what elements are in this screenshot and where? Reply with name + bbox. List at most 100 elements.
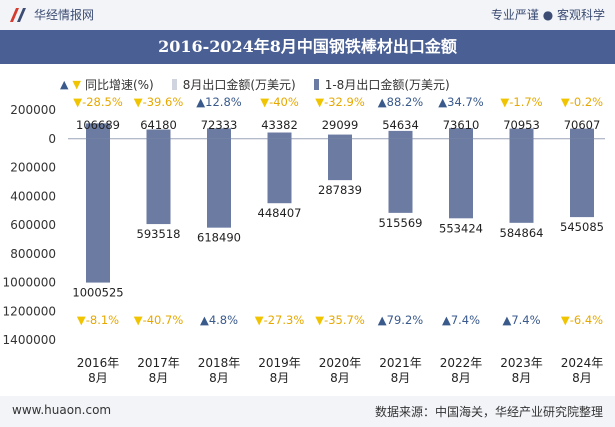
growth-label-cumulative: ▼-40.7% — [134, 313, 184, 327]
triangle-down-icon: ▼ — [500, 95, 509, 109]
data-label-august: 64180 — [140, 118, 177, 132]
triangle-down-icon: ▼ — [73, 95, 82, 109]
growth-label-august: ▼-0.2% — [561, 95, 603, 109]
growth-label-cumulative: ▼-6.4% — [561, 313, 603, 327]
triangle-down-icon: ▼ — [134, 313, 143, 327]
triangle-up-icon: ▲ — [200, 313, 209, 327]
footer-source: 数据来源：中国海关，华经产业研究院整理 — [374, 405, 603, 419]
bar-august — [570, 128, 594, 139]
bar-august — [267, 132, 292, 139]
triangle-up-icon: ▲ — [378, 95, 387, 109]
growth-label-august: ▲88.2% — [378, 95, 423, 109]
growth-label-august: ▼-1.7% — [500, 95, 542, 109]
data-label-august: 70953 — [503, 118, 540, 132]
growth-label-cumulative: ▲79.2% — [378, 313, 423, 327]
legend-growth-label: 同比增速(%) — [84, 77, 154, 92]
y-tick-label: 600000 — [10, 218, 56, 232]
bar-august — [86, 123, 110, 139]
x-tick-label: 2022年 8月 — [440, 356, 483, 385]
legend-cumulative-label: 1-8月出口金额(万美元) — [324, 77, 450, 92]
data-label-august: 72333 — [201, 118, 238, 132]
x-tick-label: 2023年 8月 — [500, 356, 543, 385]
x-tick-label: 2024年 8月 — [561, 356, 604, 385]
triangle-up-icon: ▲ — [502, 313, 511, 327]
bar-cumulative — [570, 138, 594, 218]
growth-label-cumulative: ▲7.4% — [502, 313, 540, 327]
footer-website[interactable]: www.huaon.com — [12, 403, 112, 417]
logo-icon — [10, 8, 26, 22]
bar-cumulative — [146, 138, 171, 225]
data-label-august: 106689 — [76, 118, 120, 132]
growth-label-august: ▲34.7% — [438, 95, 483, 109]
triangle-down-icon: ▼ — [315, 313, 324, 327]
bar-cumulative — [509, 138, 534, 223]
legend-august: 8月出口金额(万美元) — [171, 76, 296, 93]
y-tick-label: 1400000 — [3, 333, 56, 347]
y-tick-label: 1200000 — [3, 304, 56, 318]
triangle-up-icon: ▲ — [196, 95, 205, 109]
triangle-up-icon: ▲ — [378, 313, 387, 327]
footer: www.huaon.com 数据来源：中国海关，华经产业研究院整理 — [0, 396, 615, 427]
bar-cumulative — [207, 138, 231, 228]
data-label-cumulative: 618490 — [197, 231, 241, 245]
x-tick-label: 2020年 8月 — [319, 356, 362, 385]
triangle-down-icon: ▼ — [72, 77, 81, 91]
data-label-cumulative: 287839 — [318, 183, 362, 197]
bar-cumulative — [328, 138, 352, 181]
y-tick-label: 200000 — [10, 161, 56, 175]
bar-august — [509, 128, 534, 139]
growth-label-cumulative: ▼-27.3% — [255, 313, 305, 327]
growth-label-cumulative: ▲7.4% — [442, 313, 480, 327]
data-label-cumulative: 515569 — [379, 216, 423, 230]
triangle-down-icon: ▼ — [255, 313, 264, 327]
legend: ▲ ▼ 同比增速(%) 8月出口金额(万美元) 1-8月出口金额(万美元) — [60, 74, 468, 94]
x-tick-label: 2018年 8月 — [198, 356, 241, 385]
legend-cumulative: 1-8月出口金额(万美元) — [313, 76, 450, 93]
y-tick-label: 400000 — [10, 189, 56, 203]
chart-title: 2016-2024年8月中国钢铁棒材出口金额 — [158, 37, 457, 56]
data-label-august: 29099 — [322, 118, 359, 132]
data-label-cumulative: 545085 — [560, 220, 604, 234]
growth-label-cumulative: ▼-35.7% — [315, 313, 365, 327]
legend-august-label: 8月出口金额(万美元) — [182, 77, 296, 92]
bar-cumulative — [86, 138, 110, 283]
site-name: 华经情报网 — [34, 8, 95, 22]
data-label-cumulative: 553424 — [439, 221, 483, 235]
bar-cumulative — [449, 138, 473, 219]
triangle-down-icon: ▼ — [260, 95, 269, 109]
data-label-cumulative: 448407 — [258, 206, 302, 220]
data-label-cumulative: 1000525 — [72, 286, 123, 300]
growth-label-august: ▲12.8% — [196, 95, 241, 109]
growth-label-august: ▼-32.9% — [315, 95, 365, 109]
legend-august-swatch — [171, 78, 177, 90]
bar-august — [449, 128, 473, 139]
data-label-august: 54634 — [382, 118, 419, 132]
data-label-august: 43382 — [261, 118, 298, 132]
data-label-cumulative: 593518 — [137, 227, 181, 241]
x-tick-label: 2021年 8月 — [379, 356, 422, 385]
growth-label-august: ▼-39.6% — [134, 95, 184, 109]
bar-chart: 200000 0 200000 400000 600000 800000 1000000 12… — [3, 95, 605, 385]
legend-cumulative-swatch — [313, 78, 319, 90]
title-band: 2016-2024年8月中国钢铁棒材出口金额 — [0, 30, 615, 64]
data-label-cumulative: 584864 — [500, 226, 544, 240]
triangle-down-icon: ▼ — [315, 95, 324, 109]
bar-august — [146, 129, 171, 139]
growth-label-cumulative: ▲4.8% — [200, 313, 238, 327]
triangle-down-icon: ▼ — [561, 313, 570, 327]
tagline: 专业严谨 ● 客观科学 — [490, 8, 605, 22]
bar-august — [388, 130, 413, 139]
growth-label-august: ▼-28.5% — [73, 95, 123, 109]
bar-cumulative — [267, 138, 292, 204]
y-tick-label: 200000 — [10, 103, 56, 117]
x-tick-label: 2016年 8月 — [77, 356, 120, 385]
logo[interactable]: 华经情报网 — [8, 6, 94, 24]
growth-label-august: ▼-40% — [260, 95, 299, 109]
data-label-august: 73610 — [443, 118, 480, 132]
triangle-down-icon: ▼ — [134, 95, 143, 109]
triangle-up-icon: ▲ — [442, 313, 451, 327]
triangle-down-icon: ▼ — [561, 95, 570, 109]
bar-cumulative — [388, 138, 413, 213]
data-label-august: 70607 — [564, 118, 601, 132]
